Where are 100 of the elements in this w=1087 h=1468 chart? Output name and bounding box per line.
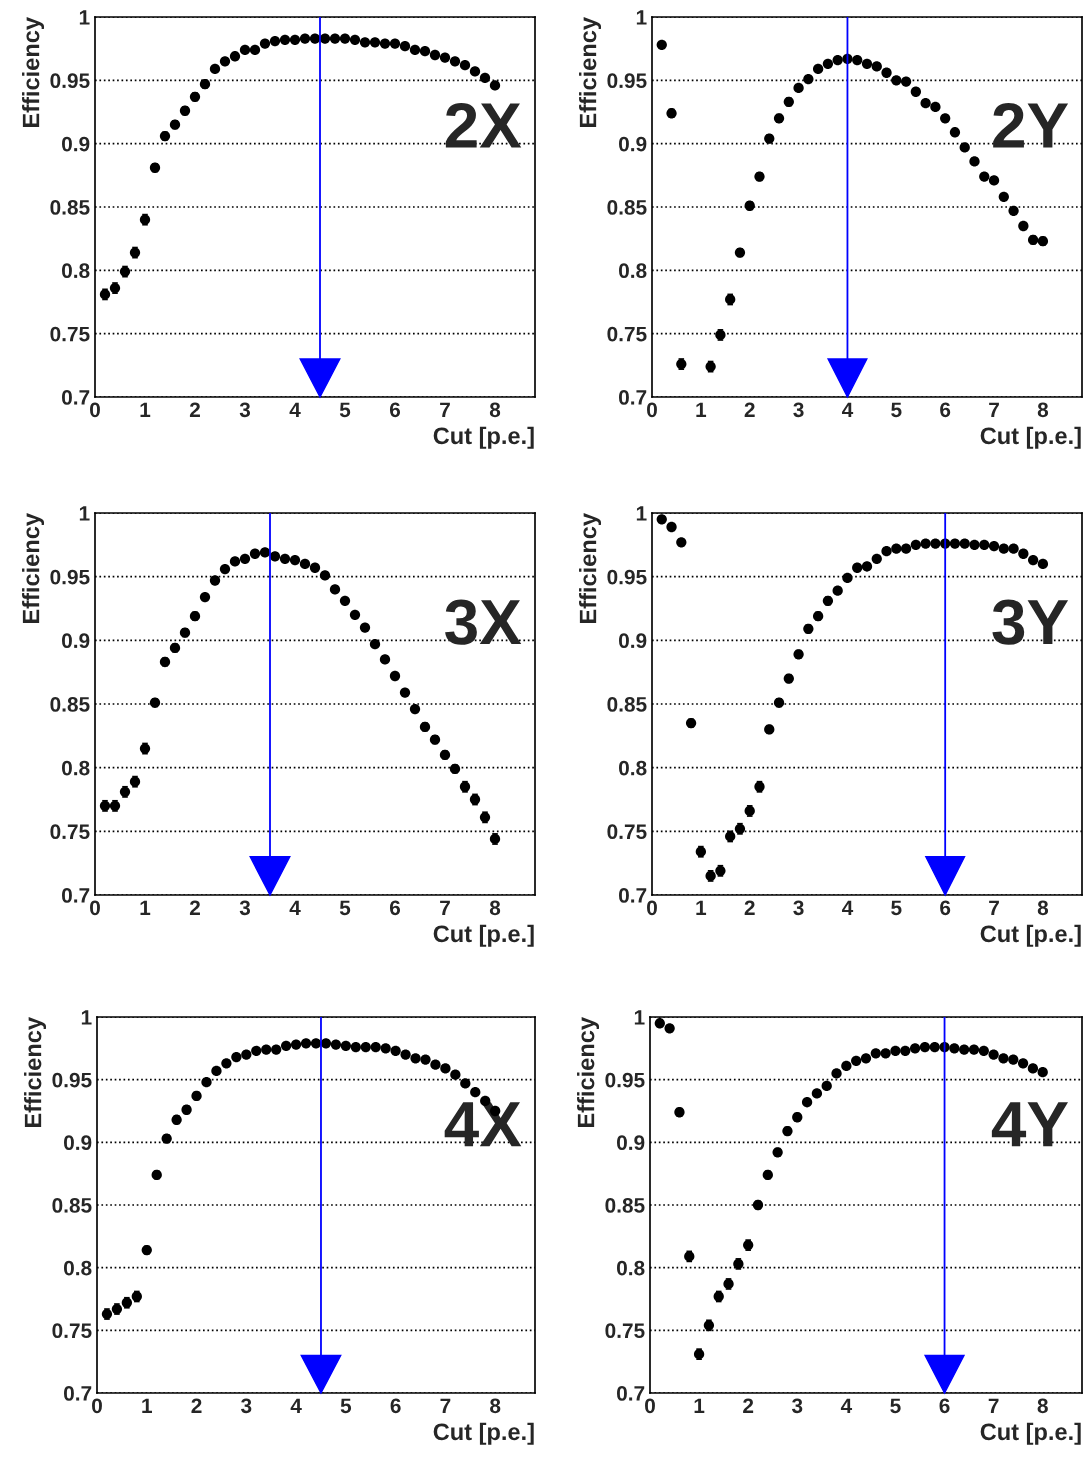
x-tick-label: 7 (989, 900, 999, 915)
y-tick-label: 0.75 (605, 1323, 645, 1339)
point (320, 1038, 332, 1049)
point (300, 1038, 312, 1049)
point (319, 33, 331, 44)
y-tick-label: 0.9 (62, 136, 90, 152)
point (269, 35, 281, 47)
point (289, 554, 301, 566)
x-axis-title: Cut [p.e.] (980, 924, 1081, 947)
x-tick-label: 8 (490, 1398, 501, 1414)
x-tick-label: 5 (339, 900, 351, 916)
x-tick-label: 6 (389, 900, 401, 916)
point (419, 46, 431, 57)
point (409, 44, 421, 56)
y-axis-title: Efficiency (577, 1017, 600, 1127)
point (339, 33, 351, 44)
point (201, 1077, 212, 1088)
y-tick-label: 0.9 (64, 1135, 92, 1151)
y-tick-label: 0.75 (50, 824, 90, 840)
x-tick-label: 0 (647, 402, 657, 418)
point (803, 73, 814, 85)
x-tick-label: 5 (339, 402, 351, 418)
x-tick-label: 3 (791, 1398, 803, 1414)
point (821, 1080, 832, 1092)
x-tick-label: 8 (1037, 900, 1049, 916)
point (249, 548, 261, 559)
point (359, 37, 371, 48)
y-tick-label: 0.75 (607, 326, 647, 342)
point (919, 1041, 931, 1053)
y-axis-title: Efficiency (579, 513, 602, 623)
point (842, 572, 853, 584)
y-tick-label: 0.75 (50, 326, 90, 342)
y-tick-label: 0.9 (619, 136, 647, 152)
point (969, 539, 980, 550)
y-tick-label: 0.9 (62, 633, 90, 649)
x-tick-label: 2 (189, 402, 200, 417)
y-tick-label: 0.95 (607, 73, 647, 89)
x-tick-label: 7 (440, 1398, 451, 1413)
y-tick-label: 0.95 (605, 1072, 645, 1088)
point (979, 171, 990, 182)
x-tick-label: 0 (647, 900, 657, 916)
point (860, 1053, 872, 1064)
point (909, 1043, 921, 1054)
y-tick-label: 0.7 (617, 1386, 645, 1401)
point (269, 551, 281, 562)
y-axis-title: Efficiency (22, 513, 45, 623)
point (459, 59, 471, 71)
y-tick-label: 0.85 (605, 1198, 645, 1213)
x-tick-label: 6 (389, 402, 401, 418)
y-tick-label: 0.8 (617, 1260, 645, 1276)
y-tick-label: 0.95 (50, 569, 90, 585)
point (359, 622, 371, 633)
point (370, 1041, 381, 1053)
point (289, 34, 301, 45)
point (429, 49, 441, 61)
point (229, 556, 241, 567)
y-axis-title: Efficiency (22, 17, 45, 127)
point (489, 80, 501, 91)
point (410, 1053, 421, 1064)
point (929, 1041, 940, 1053)
point (900, 76, 912, 87)
point (231, 1051, 242, 1063)
x-tick-label: 1 (696, 900, 707, 915)
x-tick-label: 0 (92, 1398, 102, 1414)
x-tick-label: 8 (1037, 1398, 1048, 1414)
point (832, 54, 843, 66)
point (988, 175, 1000, 186)
x-tick-label: 6 (940, 900, 951, 916)
point (949, 127, 961, 138)
point (209, 575, 221, 586)
point (470, 1087, 481, 1098)
x-tick-label: 6 (940, 402, 951, 418)
x-tick-label: 2 (191, 1398, 202, 1413)
point (891, 75, 902, 86)
x-tick-label: 4 (289, 900, 301, 915)
y-tick-label: 0.85 (607, 200, 647, 215)
x-tick-label: 0 (90, 900, 100, 916)
point (910, 539, 922, 550)
y-tick-label: 0.8 (619, 263, 647, 279)
point (229, 51, 241, 62)
point (1027, 554, 1039, 566)
point (793, 82, 804, 94)
point (832, 585, 843, 596)
y-tick-label: 0.7 (62, 390, 90, 405)
point (239, 553, 251, 564)
point (309, 33, 321, 44)
x-tick-label: 5 (891, 402, 902, 418)
x-tick-label: 3 (241, 1398, 252, 1414)
y-tick-label: 0.95 (52, 1072, 92, 1088)
point (199, 591, 211, 603)
y-tick-label: 0.8 (619, 760, 647, 776)
point (460, 1078, 471, 1089)
x-tick-label: 6 (390, 1398, 401, 1414)
point (1037, 1067, 1048, 1078)
point (469, 66, 481, 77)
x-axis-title: Cut [p.e.] (980, 426, 1081, 449)
x-tick-label: 3 (793, 900, 804, 916)
x-tick-label: 5 (340, 1398, 352, 1414)
y-tick-label: 0.75 (52, 1323, 92, 1339)
y-tick-label: 0.95 (607, 569, 647, 585)
